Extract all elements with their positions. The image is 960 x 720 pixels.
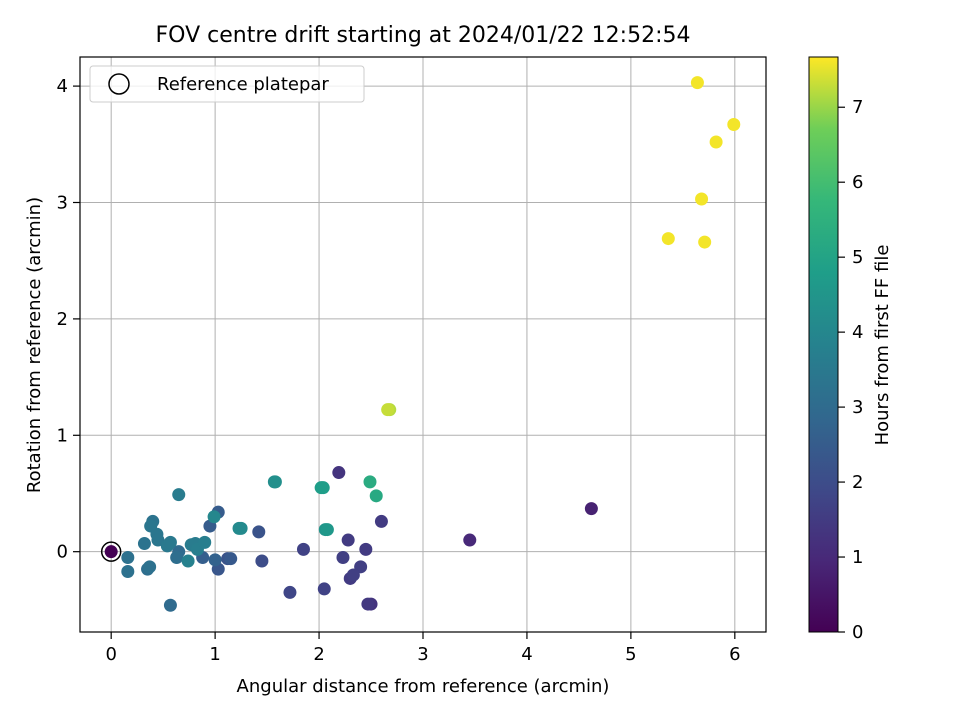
data-point [695, 192, 709, 206]
colorbar-tick-label: 0 [852, 622, 863, 643]
legend-entry-reference: Reference platepar [157, 74, 329, 95]
data-point [363, 475, 377, 489]
data-point [336, 551, 350, 565]
x-tick-label: 3 [417, 644, 428, 665]
colorbar-tick-label: 5 [852, 247, 863, 268]
data-point [137, 537, 151, 551]
y-tick-label: 4 [57, 76, 68, 97]
data-point [374, 514, 388, 528]
data-point [198, 535, 212, 549]
data-point [346, 568, 360, 582]
data-point [163, 598, 177, 612]
data-point [170, 551, 184, 565]
x-tick-label: 5 [625, 644, 636, 665]
data-point [121, 551, 135, 565]
data-point [320, 523, 334, 537]
legend-box [89, 65, 365, 103]
data-point [163, 535, 177, 549]
x-tick-label: 0 [105, 644, 116, 665]
x-axis-label: Angular distance from reference (arcmin) [237, 676, 610, 697]
data-point [224, 552, 238, 566]
data-point [709, 135, 723, 149]
x-tick-label: 2 [313, 644, 324, 665]
x-tick-label: 4 [521, 644, 532, 665]
y-axis-label: Rotation from reference (arcmin) [24, 197, 45, 493]
data-point [661, 232, 675, 246]
y-tick-label: 0 [57, 542, 68, 563]
colorbar-tick-label: 6 [852, 172, 863, 193]
data-point [207, 510, 221, 524]
plot-frame [79, 56, 767, 633]
data-point [359, 542, 373, 556]
data-point [727, 118, 741, 132]
x-tick-label: 6 [729, 644, 740, 665]
data-points [100, 76, 741, 612]
data-point [104, 545, 118, 559]
x-tick-label: 1 [209, 644, 220, 665]
y-tick-label: 3 [57, 192, 68, 213]
data-point [341, 533, 355, 547]
colorbar-tick-label: 7 [852, 97, 863, 118]
data-point [172, 488, 186, 502]
data-point [255, 554, 269, 568]
data-point [252, 525, 266, 539]
colorbar-label: Hours from first FF file [872, 245, 893, 446]
data-point [234, 521, 248, 535]
data-point [283, 585, 297, 599]
y-tick-label: 2 [57, 309, 68, 330]
colorbar: 0 1 2 3 4 5 6 7 Hours from first FF file [808, 56, 893, 643]
grid-lines [80, 57, 766, 632]
colorbar-tick-label: 4 [852, 322, 863, 343]
axes: 0 1 2 3 4 5 6 0 1 2 3 4 [57, 76, 741, 665]
data-point [369, 489, 383, 503]
data-point [381, 403, 395, 417]
chart-title: FOV centre drift starting at 2024/01/22 … [156, 23, 691, 48]
data-point [296, 542, 310, 556]
colorbar-tick-label: 3 [852, 397, 863, 418]
data-point [463, 533, 477, 547]
colorbar-gradient [808, 56, 839, 633]
data-point [143, 560, 157, 574]
data-point [208, 553, 222, 567]
colorbar-tick-label: 1 [852, 547, 863, 568]
colorbar-tick-label: 2 [852, 472, 863, 493]
data-point [690, 76, 704, 90]
colorbar-ticks: 0 1 2 3 4 5 6 7 [838, 97, 863, 643]
legend: Reference platepar [89, 65, 365, 103]
data-point [151, 533, 165, 547]
reference-marker-icon [108, 73, 130, 95]
data-point [121, 564, 135, 578]
y-tick-label: 1 [57, 425, 68, 446]
data-point [181, 554, 195, 568]
data-point [268, 475, 282, 489]
reference-platepar-marker [100, 541, 122, 562]
data-point [361, 597, 375, 611]
data-point [317, 582, 331, 596]
data-point [584, 502, 598, 516]
data-point [316, 481, 330, 495]
data-point [698, 235, 712, 249]
data-point [332, 466, 346, 480]
